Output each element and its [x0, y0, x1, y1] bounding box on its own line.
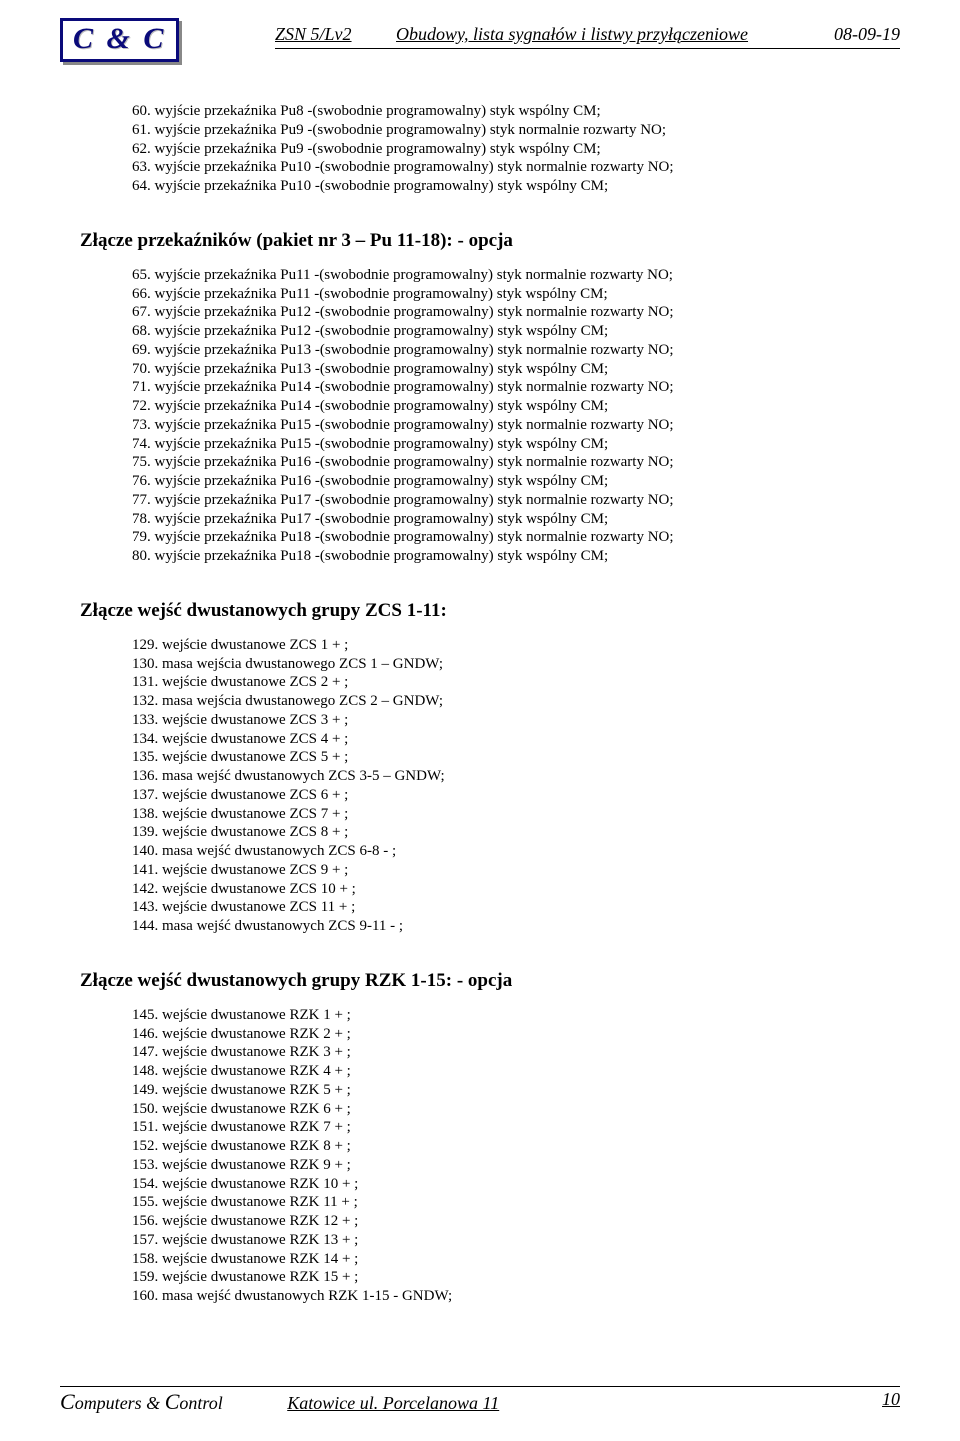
signal-list: 65. wyjście przekaźnika Pu11 -(swobodnie… — [132, 266, 900, 566]
list-item: 64. wyjście przekaźnika Pu10 -(swobodnie… — [132, 177, 900, 196]
footer-address: Katowice ul. Porcelanowa 11 — [287, 1393, 499, 1413]
section-title: Złącze przekaźników (pakiet nr 3 – Pu 11… — [80, 230, 900, 252]
list-item: 154. wejście dwustanowe RZK 10 + ; — [132, 1175, 900, 1194]
section-title: Złącze wejść dwustanowych grupy ZCS 1-11… — [80, 600, 900, 622]
header-line: ZSN 5/Lv2 Obudowy, lista sygnałów i list… — [275, 24, 900, 45]
footer-page-number: 10 — [882, 1389, 900, 1410]
list-item: 79. wyjście przekaźnika Pu18 -(swobodnie… — [132, 528, 900, 547]
page: C & C ZSN 5/Lv2 Obudowy, lista sygnałów … — [0, 0, 960, 1441]
list-item: 132. masa wejścia dwustanowego ZCS 2 – G… — [132, 692, 900, 711]
logo: C & C — [60, 18, 179, 62]
list-item: 71. wyjście przekaźnika Pu14 -(swobodnie… — [132, 378, 900, 397]
list-item: 142. wejście dwustanowe ZCS 10 + ; — [132, 880, 900, 899]
list-item: 130. masa wejścia dwustanowego ZCS 1 – G… — [132, 655, 900, 674]
doc-title: Obudowy, lista sygnałów i listwy przyłąc… — [396, 24, 748, 44]
list-item: 134. wejście dwustanowe ZCS 4 + ; — [132, 730, 900, 749]
list-item: 144. masa wejść dwustanowych ZCS 9-11 - … — [132, 917, 900, 936]
list-item: 72. wyjście przekaźnika Pu14 -(swobodnie… — [132, 397, 900, 416]
doc-id: ZSN 5/Lv2 — [275, 24, 352, 44]
list-item: 141. wejście dwustanowe ZCS 9 + ; — [132, 861, 900, 880]
list-item: 152. wejście dwustanowe RZK 8 + ; — [132, 1137, 900, 1156]
list-item: 136. masa wejść dwustanowych ZCS 3-5 – G… — [132, 767, 900, 786]
list-item: 76. wyjście przekaźnika Pu16 -(swobodnie… — [132, 472, 900, 491]
signal-list: 145. wejście dwustanowe RZK 1 + ;146. we… — [132, 1006, 900, 1306]
list-item: 155. wejście dwustanowe RZK 11 + ; — [132, 1193, 900, 1212]
list-item: 145. wejście dwustanowe RZK 1 + ; — [132, 1006, 900, 1025]
list-item: 65. wyjście przekaźnika Pu11 -(swobodnie… — [132, 266, 900, 285]
list-item: 147. wejście dwustanowe RZK 3 + ; — [132, 1043, 900, 1062]
list-item: 139. wejście dwustanowe ZCS 8 + ; — [132, 823, 900, 842]
list-item: 62. wyjście przekaźnika Pu9 -(swobodnie … — [132, 140, 900, 159]
list-item: 68. wyjście przekaźnika Pu12 -(swobodnie… — [132, 322, 900, 341]
list-item: 63. wyjście przekaźnika Pu10 -(swobodnie… — [132, 158, 900, 177]
list-item: 160. masa wejść dwustanowych RZK 1-15 - … — [132, 1287, 900, 1306]
list-item: 149. wejście dwustanowe RZK 5 + ; — [132, 1081, 900, 1100]
list-item: 66. wyjście przekaźnika Pu11 -(swobodnie… — [132, 285, 900, 304]
list-item: 151. wejście dwustanowe RZK 7 + ; — [132, 1118, 900, 1137]
list-item: 69. wyjście przekaźnika Pu13 -(swobodnie… — [132, 341, 900, 360]
section-title: Złącze wejść dwustanowych grupy RZK 1-15… — [80, 970, 900, 992]
list-item: 80. wyjście przekaźnika Pu18 -(swobodnie… — [132, 547, 900, 566]
list-item: 77. wyjście przekaźnika Pu17 -(swobodnie… — [132, 491, 900, 510]
list-item: 74. wyjście przekaźnika Pu15 -(swobodnie… — [132, 435, 900, 454]
list-item: 75. wyjście przekaźnika Pu16 -(swobodnie… — [132, 453, 900, 472]
signal-list: 129. wejście dwustanowe ZCS 1 + ;130. ma… — [132, 636, 900, 936]
list-item: 148. wejście dwustanowe RZK 4 + ; — [132, 1062, 900, 1081]
list-item: 137. wejście dwustanowe ZCS 6 + ; — [132, 786, 900, 805]
list-item: 158. wejście dwustanowe RZK 14 + ; — [132, 1250, 900, 1269]
list-item: 129. wejście dwustanowe ZCS 1 + ; — [132, 636, 900, 655]
page-footer: Computers & Control Katowice ul. Porcela… — [60, 1386, 900, 1415]
doc-date: 08-09-19 — [834, 24, 900, 45]
list-item: 159. wejście dwustanowe RZK 15 + ; — [132, 1268, 900, 1287]
list-item: 73. wyjście przekaźnika Pu15 -(swobodnie… — [132, 416, 900, 435]
list-item: 146. wejście dwustanowe RZK 2 + ; — [132, 1025, 900, 1044]
page-header: C & C ZSN 5/Lv2 Obudowy, lista sygnałów … — [60, 18, 900, 62]
header-rule — [275, 48, 900, 49]
list-item: 156. wejście dwustanowe RZK 12 + ; — [132, 1212, 900, 1231]
signal-list: 60. wyjście przekaźnika Pu8 -(swobodnie … — [132, 102, 900, 196]
list-item: 78. wyjście przekaźnika Pu17 -(swobodnie… — [132, 510, 900, 529]
list-item: 133. wejście dwustanowe ZCS 3 + ; — [132, 711, 900, 730]
list-item: 70. wyjście przekaźnika Pu13 -(swobodnie… — [132, 360, 900, 379]
list-item: 60. wyjście przekaźnika Pu8 -(swobodnie … — [132, 102, 900, 121]
list-item: 140. masa wejść dwustanowych ZCS 6-8 - ; — [132, 842, 900, 861]
list-item: 157. wejście dwustanowe RZK 13 + ; — [132, 1231, 900, 1250]
list-item: 67. wyjście przekaźnika Pu12 -(swobodnie… — [132, 303, 900, 322]
list-item: 135. wejście dwustanowe ZCS 5 + ; — [132, 748, 900, 767]
footer-company: Computers & Control — [60, 1393, 227, 1413]
list-item: 61. wyjście przekaźnika Pu9 -(swobodnie … — [132, 121, 900, 140]
list-item: 138. wejście dwustanowe ZCS 7 + ; — [132, 805, 900, 824]
list-item: 143. wejście dwustanowe ZCS 11 + ; — [132, 898, 900, 917]
content-body: 60. wyjście przekaźnika Pu8 -(swobodnie … — [60, 102, 900, 1306]
list-item: 150. wejście dwustanowe RZK 6 + ; — [132, 1100, 900, 1119]
list-item: 131. wejście dwustanowe ZCS 2 + ; — [132, 673, 900, 692]
footer-rule — [60, 1386, 900, 1387]
list-item: 153. wejście dwustanowe RZK 9 + ; — [132, 1156, 900, 1175]
logo-text: C & C — [73, 22, 166, 55]
